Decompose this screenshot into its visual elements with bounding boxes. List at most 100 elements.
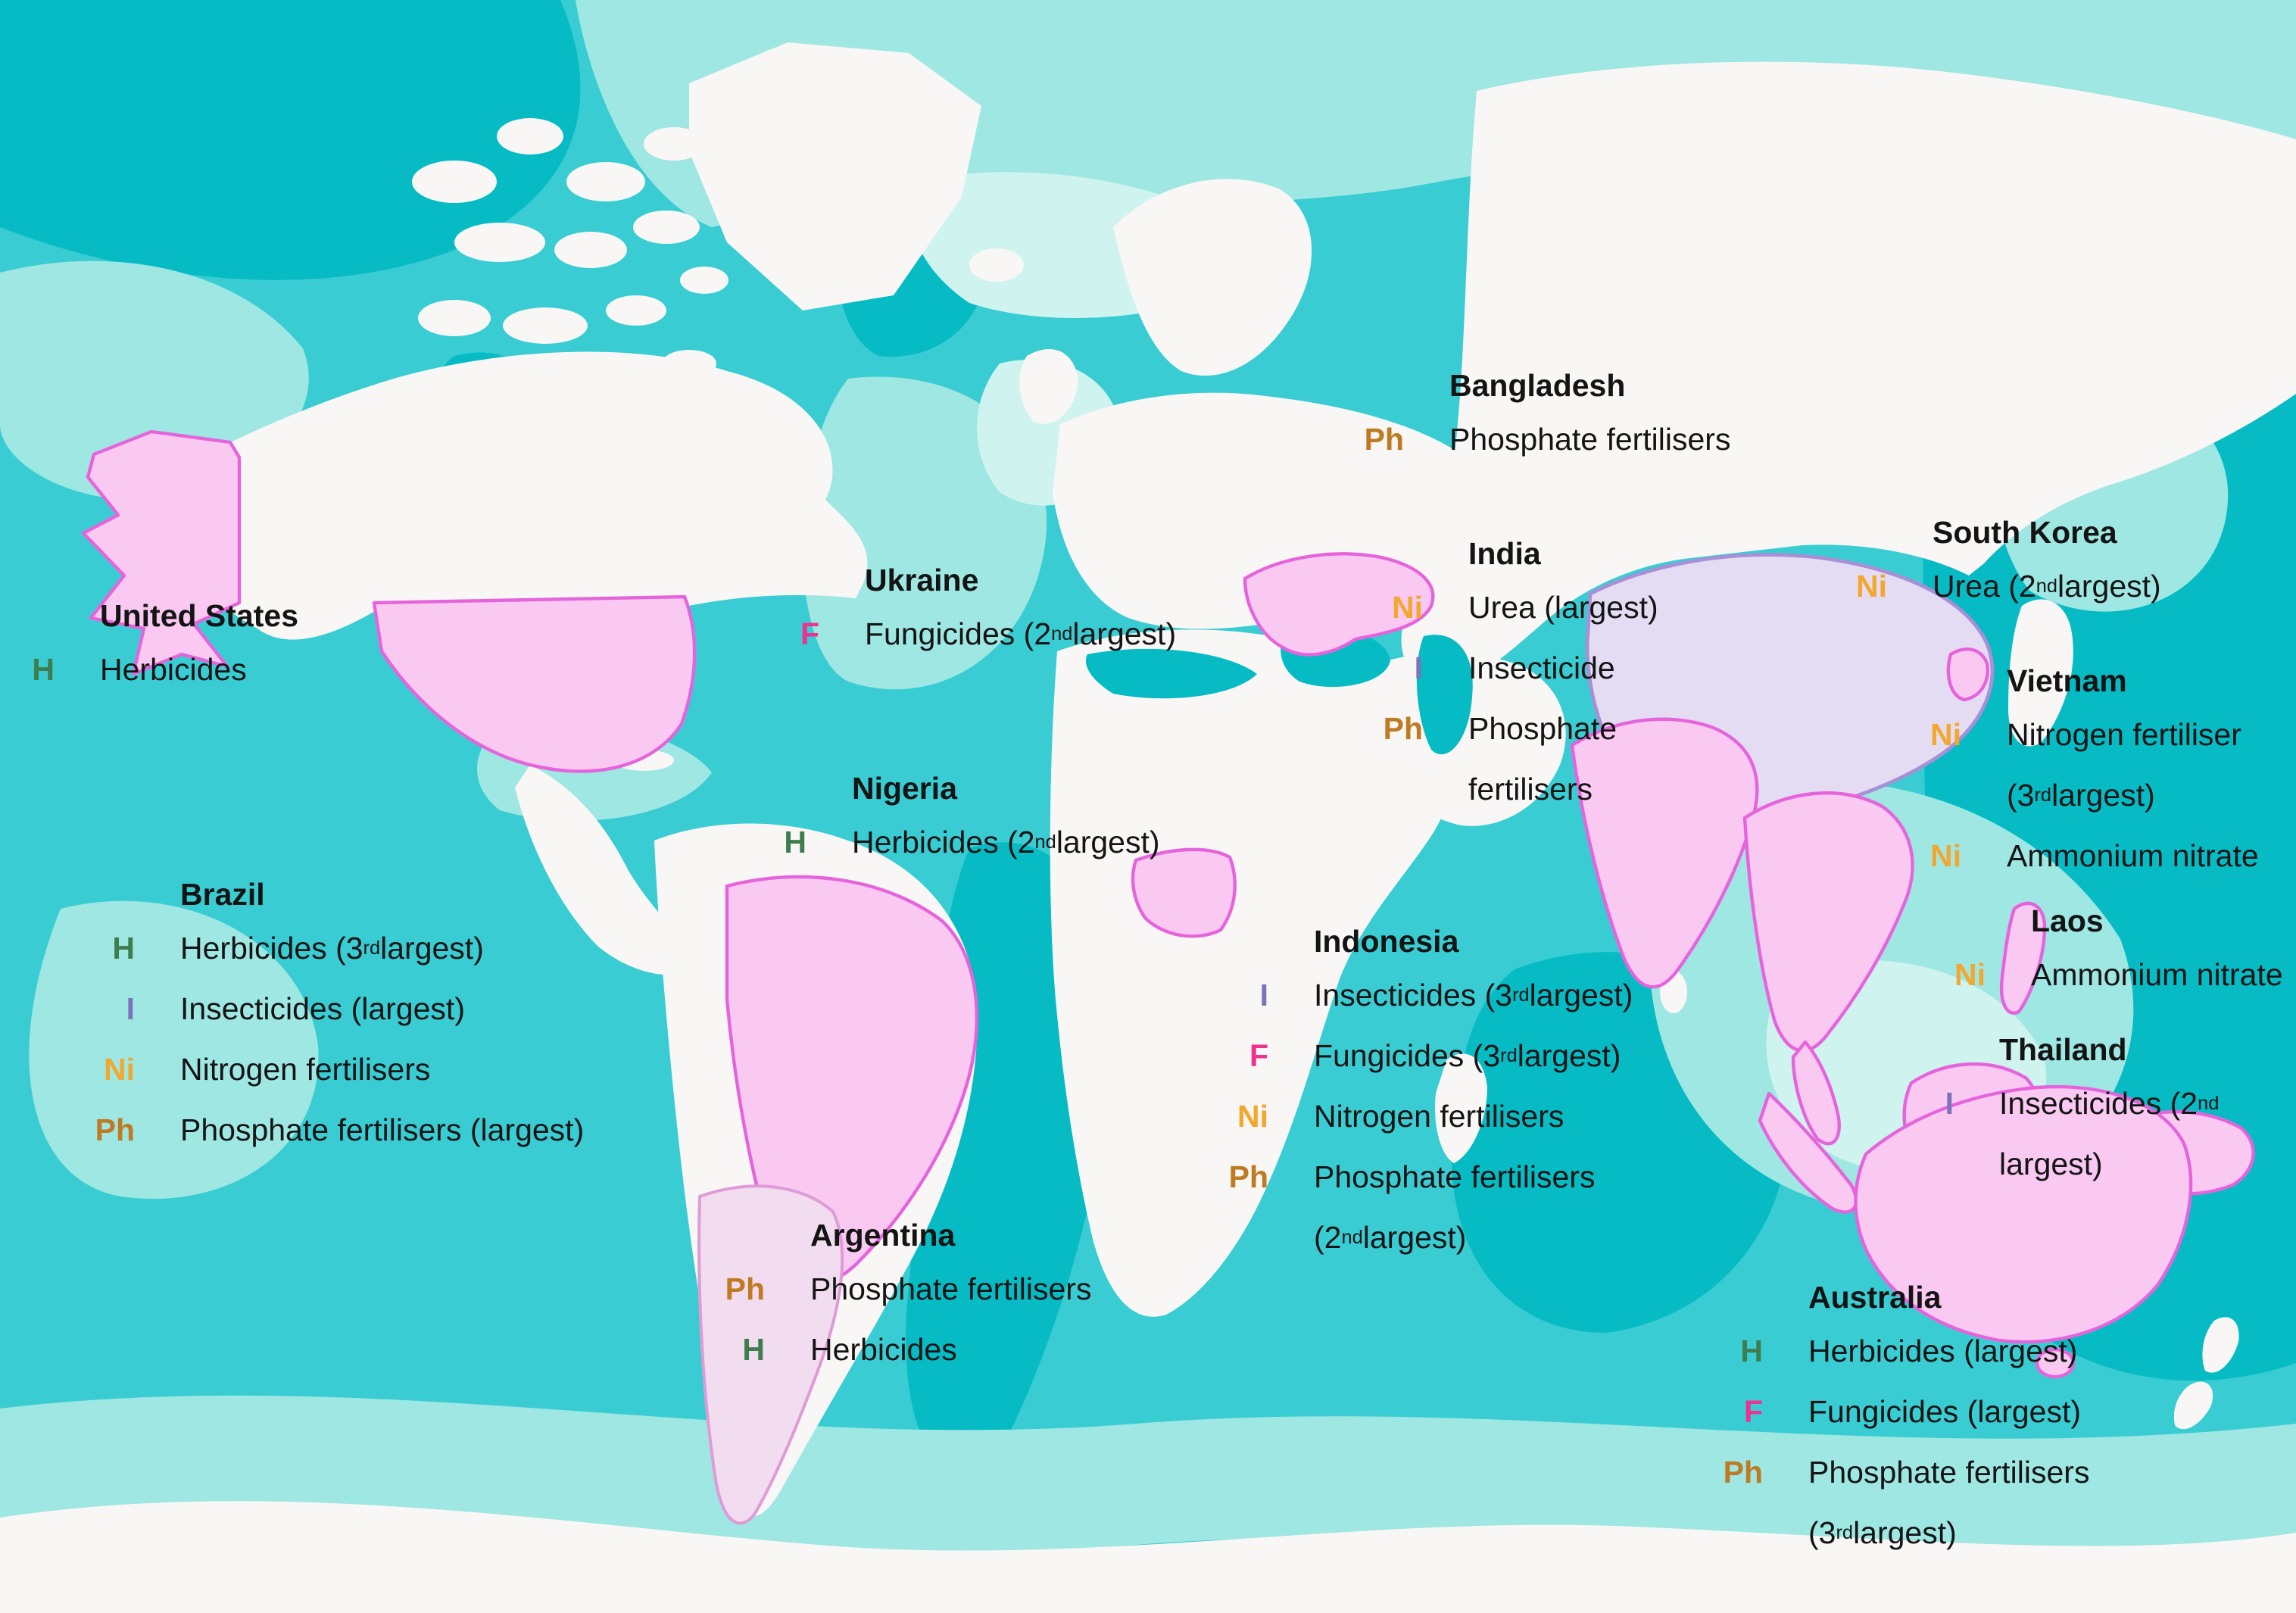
country-label-bangladesh: Bangladesh Ph Phosphate fertilisers (1284, 362, 1758, 470)
country-label-ukraine: Ukraine F Fungicides (2 nd largest) (774, 557, 1203, 664)
label-line: Urea (largest) (1468, 589, 1658, 625)
country-shape-tasmania (2035, 1347, 2076, 1379)
code-letter-Ni: Ni (1930, 838, 1961, 873)
country-name: Indonesia (1314, 923, 1459, 959)
code-letter-Ni: Ni (1237, 1098, 1268, 1134)
label-line: Ammonium nitrate (2031, 956, 2283, 992)
country-name: Vietnam (2007, 663, 2127, 698)
country-shape-philippines (1999, 901, 2047, 1015)
country-shape-south-korea (1946, 647, 1989, 702)
highlight-layer (81, 429, 2255, 1525)
code-letter-Ni: Ni (104, 1051, 135, 1087)
sea-caspian (1416, 635, 1473, 755)
landmass-scandinavia (1113, 179, 1312, 376)
country-name: India (1468, 535, 1541, 571)
code-letter-Ph: Ph (1723, 1454, 1763, 1490)
country-shape-sumatra (1758, 1091, 1858, 1214)
landmass-new-zealand (2173, 1317, 2239, 1430)
country-label-vietnam: Vietnam Ni Nitrogen fertiliser (3 rd largest… (1916, 657, 2286, 886)
label-line: Fungicides (2 nd largest) (865, 616, 1177, 651)
country-label-indonesia: Indonesia I Insecticides (3 rd largest) F Fun… (1223, 918, 1674, 1268)
country-shape-indochina (1742, 791, 1914, 1053)
label-line: largest) (1999, 1146, 2103, 1181)
country-name: Laos (2031, 903, 2104, 938)
landmass-madagascar (1435, 1053, 1487, 1163)
label-line: Nitrogen fertilisers (1314, 1098, 1564, 1134)
code-letter-Ph: Ph (725, 1271, 765, 1306)
label-line: Phosphate fertilisers (1808, 1454, 2090, 1490)
label-line: (3 rd largest) (1808, 1515, 1957, 1550)
country-label-brazil: Brazil H Herbicides (3 rd largest) I Insectic… (89, 871, 624, 1160)
landmass-middle-east (1366, 653, 1566, 826)
country-name: Brazil (180, 876, 265, 912)
code-letter-I: I (126, 991, 135, 1026)
landmass-antarctica (0, 1501, 2296, 1613)
label-line: Herbicides (2 nd largest) (852, 824, 1160, 860)
code-letter-I: I (1414, 650, 1423, 685)
landmass-asia (1401, 61, 2296, 690)
country-label-india: India Ni Urea (largest) I Insecticide Ph Phosp… (1321, 530, 1686, 819)
code-letter-Ni: Ni (1954, 956, 1986, 992)
country-shape-malay-peninsula (1791, 1040, 1841, 1146)
code-letter-F: F (800, 616, 819, 651)
country-shape-usa (372, 594, 697, 773)
label-line: Urea (2 nd largest) (1933, 568, 2161, 604)
code-letter-Ph: Ph (1364, 421, 1404, 457)
label-line: Phosphate fertilisers (largest) (180, 1112, 585, 1147)
country-label-argentina: Argentina Ph Phosphate fertilisers H Herbici… (719, 1212, 1118, 1380)
landmass-iceland (969, 248, 1024, 282)
label-line: Phosphate fertilisers (1314, 1159, 1596, 1194)
country-name: Nigeria (852, 770, 957, 806)
country-label-south-korea: South Korea Ni Urea (2 nd largest) (1842, 509, 2195, 616)
label-line: Herbicides (100, 651, 247, 687)
country-name: Australia (1808, 1279, 1942, 1315)
label-line: fertilisers (1468, 771, 1593, 806)
label-line: Phosphate fertilisers (810, 1271, 1092, 1306)
ocean-shallow-southleft (29, 900, 319, 1200)
label-line: Insecticides (2 nd (1999, 1085, 2220, 1121)
code-letter-F: F (1249, 1037, 1268, 1073)
label-line: Insecticides (3 rd largest) (1314, 977, 1633, 1012)
country-label-nigeria: Nigeria H Herbicides (2 nd largest) (761, 765, 1187, 872)
country-label-australia: Australia H Herbicides (largest) F Fungicide… (1717, 1274, 2117, 1563)
country-shape-ukraine (1243, 552, 1435, 657)
label-line: Fungicides (largest) (1808, 1393, 2082, 1429)
label-line: Ammonium nitrate (2007, 838, 2259, 873)
label-line: Herbicides (largest) (1808, 1333, 2078, 1368)
country-shape-nigeria (1131, 847, 1237, 938)
label-line: (2 nd largest) (1314, 1219, 1467, 1255)
country-name: Thailand (1999, 1031, 2127, 1067)
code-letter-I: I (1259, 977, 1268, 1012)
code-letter-H: H (742, 1331, 765, 1367)
country-name: Ukraine (865, 562, 979, 597)
code-letter-Ph: Ph (95, 1112, 135, 1147)
label-line: Phosphate (1468, 710, 1617, 746)
country-name: Bangladesh (1449, 367, 1626, 403)
country-shape-india (1570, 717, 1759, 989)
country-label-united-states: United States H Herbicides (9, 592, 423, 700)
code-letter-H: H (1740, 1333, 1763, 1368)
label-line: Insecticide (1468, 650, 1615, 685)
label-line: Herbicides (810, 1331, 957, 1367)
code-letter-H: H (784, 824, 806, 860)
landmass-north-america (151, 351, 868, 640)
code-letter-H: H (112, 930, 135, 966)
ocean-deep-north-pacific (0, 0, 581, 280)
country-label-thailand: Thailand I Insecticides (2 nd largest) (1908, 1026, 2246, 1194)
ocean-shallow-bering (0, 261, 309, 500)
code-letter-Ni: Ni (1856, 568, 1887, 604)
code-letter-Ph: Ph (1383, 710, 1423, 746)
label-line: Fungicides (3 rd largest) (1314, 1037, 1621, 1073)
country-label-laos: Laos Ni Ammonium nitrate (1940, 897, 2296, 1005)
landmass-uk (1019, 348, 1078, 424)
label-line: Nitrogen fertiliser (2007, 716, 2241, 752)
sea-mediterranean (1085, 648, 1257, 699)
ocean-shallow-antarctic (0, 1395, 2296, 1560)
code-letter-Ni: Ni (1930, 716, 1961, 752)
label-line: (3 rd largest) (2007, 777, 2155, 813)
country-shape-alaska (81, 429, 242, 676)
label-line: Phosphate fertilisers (1449, 421, 1731, 457)
